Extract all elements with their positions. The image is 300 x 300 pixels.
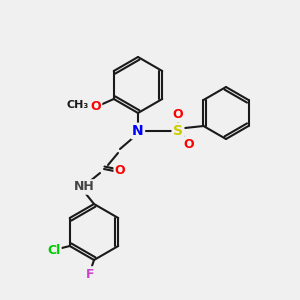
- Text: O: O: [115, 164, 125, 178]
- Text: F: F: [86, 268, 94, 281]
- Text: Cl: Cl: [47, 244, 60, 256]
- Text: N: N: [132, 124, 144, 138]
- Text: O: O: [90, 100, 101, 113]
- Text: O: O: [173, 109, 183, 122]
- Text: S: S: [173, 124, 183, 138]
- Text: O: O: [184, 137, 194, 151]
- Text: NH: NH: [74, 181, 94, 194]
- Text: CH₃: CH₃: [67, 100, 89, 110]
